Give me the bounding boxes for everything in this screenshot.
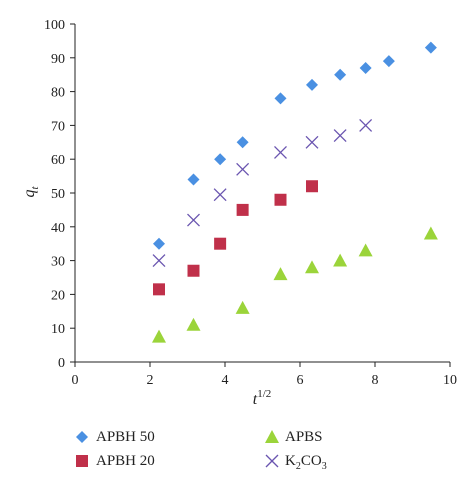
y-tick-label: 70: [51, 119, 65, 134]
point-apbs: [152, 329, 166, 343]
y-tick-label: 0: [58, 356, 65, 371]
legend-label-k2co3-sub2: 3: [322, 461, 327, 472]
point-apbh50: [236, 136, 249, 149]
point-apbh20: [187, 264, 200, 277]
point-apbh50: [187, 173, 200, 186]
point-apbs: [333, 253, 348, 267]
legend-item-apbs: APBS: [265, 429, 323, 445]
y-tick-label: 80: [51, 86, 65, 101]
point-k2co3: [187, 213, 200, 227]
point-apbh50: [424, 41, 437, 54]
point-apbh20: [153, 283, 165, 296]
point-k2co3: [213, 188, 227, 202]
legend-item-k2co3: K2CO3: [265, 453, 327, 472]
y-tick-label: 30: [51, 255, 65, 270]
point-k2co3: [333, 129, 347, 142]
point-apbh20: [214, 237, 227, 250]
y-axis-label-sub: t: [29, 186, 41, 190]
point-apbh20: [236, 203, 249, 216]
x-tick-label: 6: [297, 373, 304, 388]
y-tick-label: 60: [51, 153, 65, 168]
point-apbs: [186, 317, 201, 331]
x-tick-label: 0: [72, 373, 79, 388]
legend-item-apbh50: APBH 50: [76, 429, 155, 445]
legend-item-apbh20: APBH 20: [76, 453, 155, 469]
point-apbh20: [306, 180, 318, 193]
x-tick-label: 2: [147, 373, 154, 388]
legend-marker-k2co3: [265, 454, 279, 468]
legend-label-k2co3-main: K: [285, 453, 296, 469]
x-tick-label: 4: [222, 373, 229, 388]
point-k2co3: [274, 145, 287, 159]
y-ticks: 0 10 20 30 40 50 60 70 80 90 100: [44, 18, 75, 371]
legend-label-apbh20: APBH 20: [96, 453, 155, 469]
x-axis-label-main: t: [253, 391, 258, 408]
legend-label-k2co3-tail: CO: [301, 453, 322, 469]
point-apbs: [235, 300, 250, 314]
point-apbh50: [274, 92, 287, 105]
point-apbh50: [153, 237, 165, 250]
legend-label-apbh50: APBH 50: [96, 429, 155, 445]
legend-label-apbs: APBS: [285, 429, 323, 445]
legend-marker-apbh20: [76, 455, 88, 467]
legend-marker-apbs: [265, 430, 279, 443]
x-ticks: 0 2 4 6 8 10: [72, 362, 457, 388]
y-tick-label: 10: [51, 322, 65, 337]
point-apbs: [273, 267, 288, 281]
y-tick-label: 90: [51, 52, 65, 67]
y-tick-label: 40: [51, 221, 65, 236]
y-tick-label: 50: [51, 187, 65, 202]
y-tick-label: 20: [51, 288, 65, 303]
axes: 0 2 4 6 8 10 0 10 20 30 40 50 60 70 80 90 100: [44, 18, 457, 388]
point-k2co3: [236, 162, 250, 176]
point-k2co3: [152, 254, 166, 268]
x-tick-label: 10: [443, 373, 457, 388]
legend-label-k2co3: K2CO3: [285, 453, 327, 472]
point-apbh50: [214, 153, 227, 166]
point-apbh50: [382, 55, 395, 68]
point-k2co3: [359, 118, 373, 132]
data-points: [152, 41, 438, 343]
y-tick-label: 100: [44, 18, 65, 33]
point-apbh20: [274, 193, 287, 206]
x-tick-label: 8: [372, 373, 379, 388]
y-axis-label: qt: [21, 186, 41, 198]
point-apbs: [423, 226, 438, 240]
point-apbh50: [359, 61, 372, 74]
point-k2co3: [305, 135, 319, 149]
legend-label-k2co3-sub: 2: [296, 461, 301, 472]
point-apbh50: [334, 68, 347, 81]
legend: APBH 50 APBH 20 APBS K2CO3: [76, 429, 327, 472]
y-axis-label-main: q: [21, 190, 38, 198]
point-apbs: [305, 260, 319, 274]
legend-marker-apbh50: [76, 431, 88, 443]
x-axis-label: t1/2: [253, 388, 272, 408]
point-apbs: [358, 243, 373, 257]
x-axis-label-sup: 1/2: [257, 388, 271, 400]
point-apbh50: [306, 78, 318, 91]
